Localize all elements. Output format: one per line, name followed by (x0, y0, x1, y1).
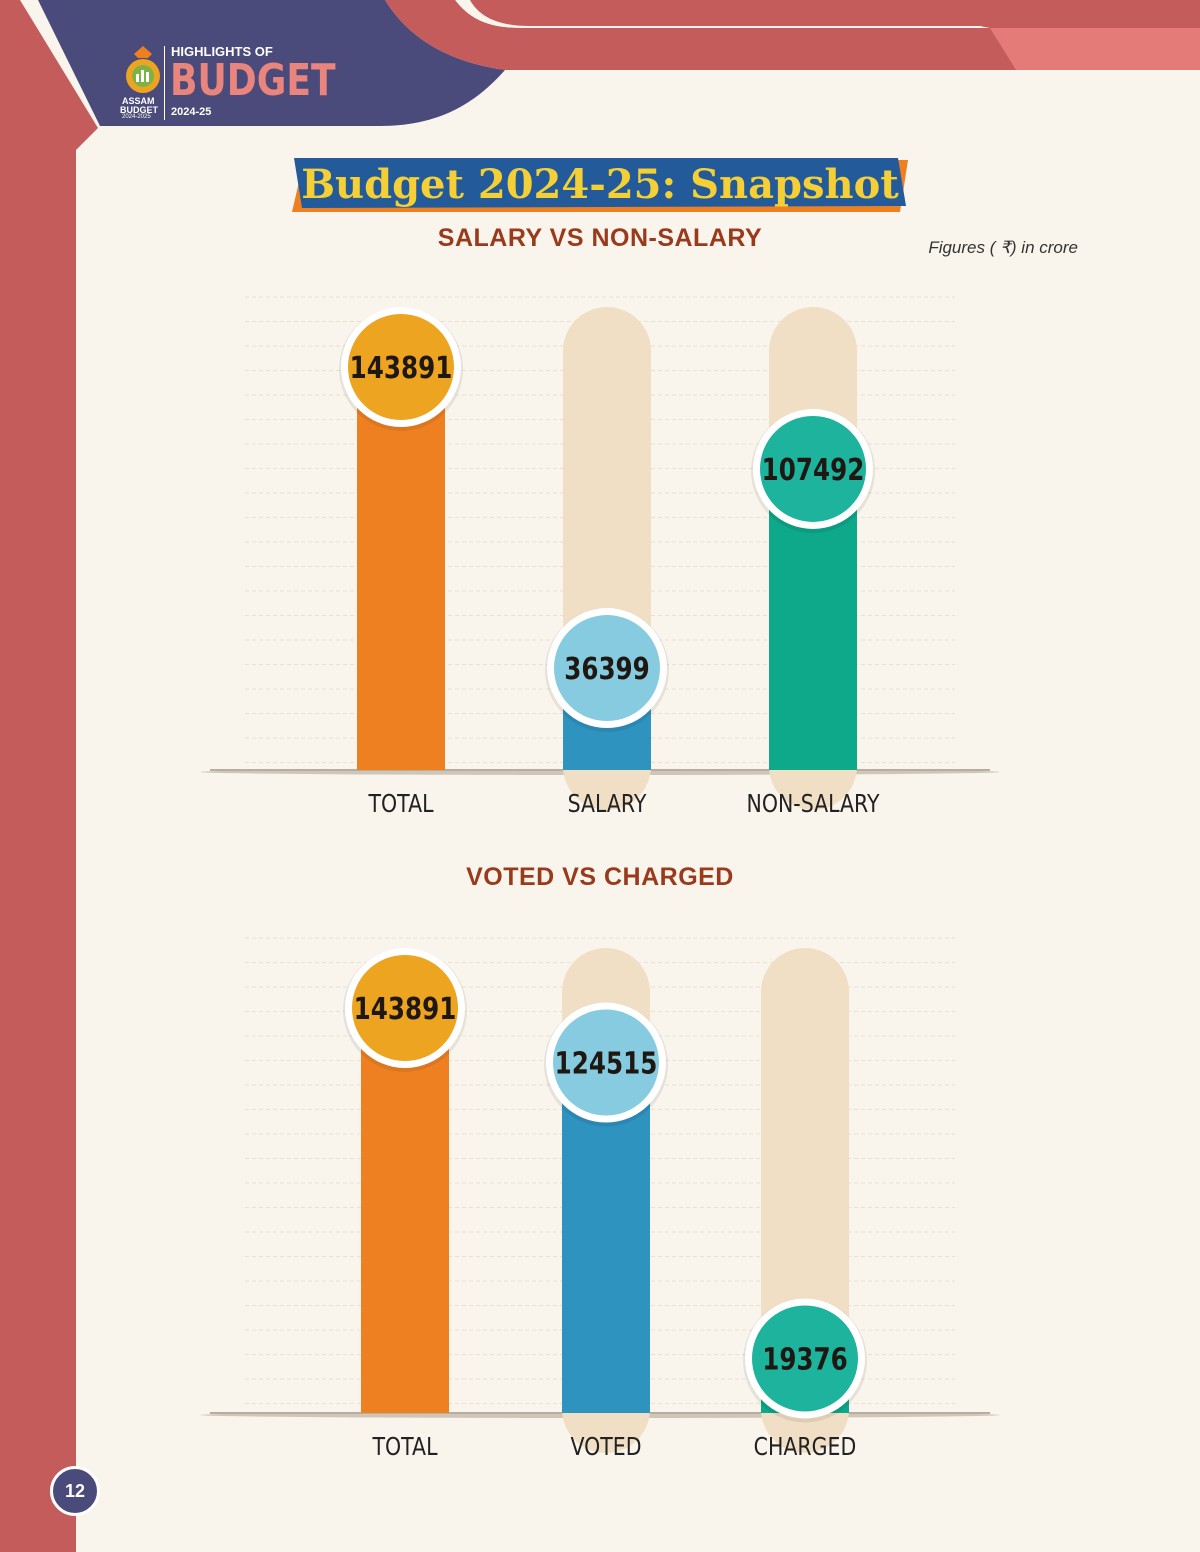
seal-icon (126, 46, 160, 93)
category-label: VOTED (570, 1433, 641, 1461)
category-label: NON-SALARY (747, 790, 881, 818)
data-label: 19376 (762, 1343, 848, 1377)
data-label: 36399 (564, 653, 650, 687)
page-title: Budget 2024-25: Snapshot (301, 161, 899, 208)
category-label: TOTAL (368, 790, 434, 818)
value-badge (752, 1305, 858, 1412)
value-badge (760, 415, 866, 522)
category-label: CHARGED (754, 1433, 857, 1461)
value-badge (553, 1009, 659, 1116)
value-badge (554, 615, 660, 722)
highlights-label: HIGHLIGHTS OF (171, 44, 273, 59)
data-label: 143891 (354, 993, 457, 1027)
category-label: SALARY (568, 790, 648, 818)
figures-note: Figures ( ₹) in crore (928, 238, 1078, 257)
seal-line-3: 2024-2025 (122, 114, 151, 120)
logo-divider (164, 46, 165, 120)
title-banner (292, 158, 908, 212)
value-badge (352, 955, 458, 1061)
chart-voted-vs-charged: 143891 TOTAL 124515 VOTED 19376 CHARGED (200, 937, 1000, 1462)
assam-budget-logo: ASSAM BUDGET 2024-2025 HIGHLIGHTS OF BUD… (116, 40, 336, 122)
data-label: 143891 (350, 352, 453, 386)
seal-line-2: BUDGET (120, 105, 158, 115)
category-label: TOTAL (372, 1433, 438, 1461)
value-badge (348, 314, 454, 420)
chart-salary-vs-non-salary: 143891 TOTAL 36399 SALARY 107492 NON-SALARY (200, 296, 1000, 819)
bar (357, 367, 445, 770)
data-label: 107492 (762, 454, 865, 488)
bar (361, 1008, 449, 1413)
year-label: 2024-25 (171, 106, 212, 118)
budget-wordmark: BUDGET (170, 55, 336, 106)
seal-line-1: ASSAM (122, 96, 155, 106)
page-number: 12 (50, 1466, 100, 1516)
chart-title-voted: VOTED VS CHARGED (466, 863, 734, 891)
chart-title-salary: SALARY VS NON-SALARY (437, 224, 763, 252)
data-label: 124515 (555, 1047, 658, 1081)
